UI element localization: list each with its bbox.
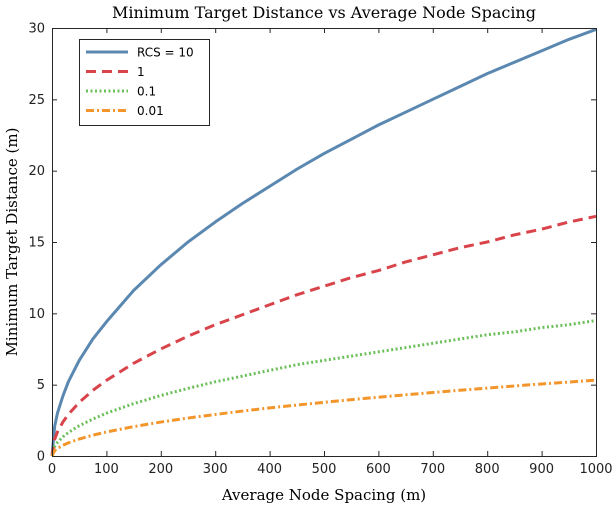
y-tick-label: 15: [28, 236, 45, 251]
x-tick-label: 300: [203, 462, 228, 477]
x-tick-label: 900: [529, 462, 554, 477]
x-axis-label: Average Node Spacing (m): [221, 486, 426, 504]
series-lines: [50, 28, 597, 457]
x-tick-label: 600: [366, 462, 391, 477]
y-tick-label: 25: [28, 93, 45, 108]
x-tick-label: 500: [312, 462, 337, 477]
series-line-3: [50, 378, 597, 457]
axes-frame: [52, 28, 597, 457]
x-tick-label: 0: [48, 462, 56, 477]
axis-ticks: 0 100 200 300 400 500 600 700 800 900 1000 0 5 10 15 20…: [28, 22, 612, 478]
y-tick-label: 10: [28, 307, 45, 322]
series-line-0: [50, 28, 597, 457]
legend-label-2: 0.1: [137, 85, 156, 99]
legend-label-0: RCS = 10: [137, 46, 194, 60]
y-tick-label: 5: [37, 378, 45, 393]
legend-box: [79, 39, 210, 126]
x-tick-label: 800: [475, 462, 500, 477]
legend-label-3: 0.01: [137, 104, 164, 118]
legend-label-1: 1: [137, 65, 145, 79]
series-line-1: [50, 214, 597, 457]
x-tick-label: 400: [257, 462, 282, 477]
y-axis-label: Minimum Target Distance (m): [3, 128, 21, 357]
y-tick-label: 20: [28, 164, 45, 179]
legend: RCS = 10 1 0.1 0.01: [79, 39, 210, 126]
x-tick-label: 100: [94, 462, 119, 477]
y-tick-label: 0: [37, 450, 45, 465]
y-tick-label: 30: [28, 22, 45, 37]
x-tick-label: 200: [148, 462, 173, 477]
x-tick-label: 1000: [579, 462, 612, 477]
x-tick-label: 700: [420, 462, 445, 477]
series-line-2: [50, 318, 597, 457]
chart-title: Minimum Target Distance vs Average Node …: [112, 3, 536, 22]
